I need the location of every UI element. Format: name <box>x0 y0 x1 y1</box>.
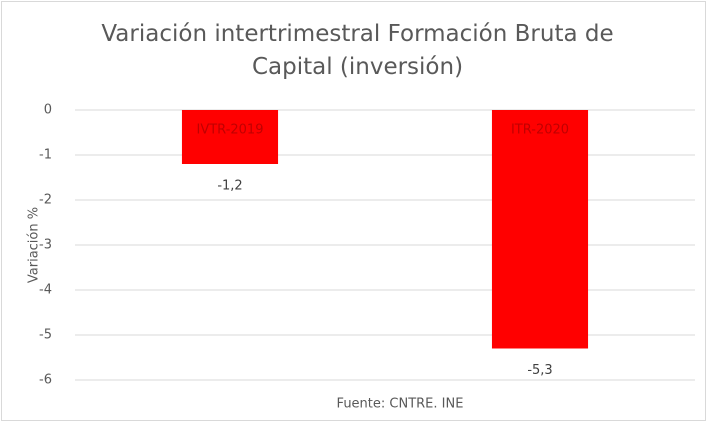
chart-border <box>1 1 706 421</box>
value-label: -1,2 <box>217 179 242 194</box>
chart-title: Variación intertrimestral Formación Brut… <box>101 21 614 80</box>
bar <box>181 110 279 164</box>
x-axis-label: Fuente: CNTRE. INE <box>337 397 464 412</box>
y-tick-label: -4 <box>39 283 52 298</box>
y-tick-label: -2 <box>39 193 52 208</box>
bar <box>491 110 589 349</box>
y-tick-label: 0 <box>44 103 52 118</box>
y-tick-label: -5 <box>39 328 52 343</box>
category-label: ITR-2020 <box>511 123 569 138</box>
y-tick-label: -3 <box>39 238 52 253</box>
y-tick-label: -1 <box>39 148 52 163</box>
y-axis-label: Variación % <box>27 207 42 283</box>
value-label: -5,3 <box>527 363 552 378</box>
y-tick-label: -6 <box>39 373 52 388</box>
category-label: IVTR-2019 <box>197 123 264 138</box>
